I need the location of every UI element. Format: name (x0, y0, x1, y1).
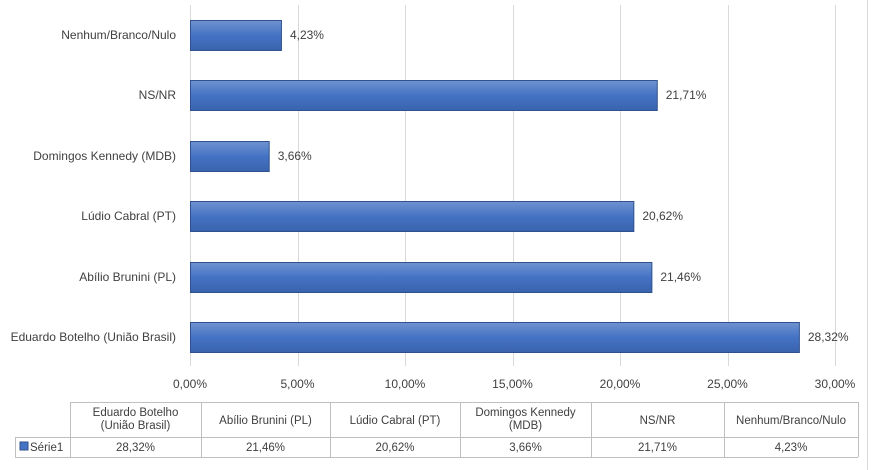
category-label: Eduardo Botelho (União Brasil) (11, 330, 176, 344)
table-column-header: Eduardo Botelho (União Brasil) (93, 407, 179, 432)
x-axis-tick-labels: 0,00% 5,00% 10,00% 15,00% 20,00% 25,00% 30,00% (173, 377, 856, 391)
bars: 28,32% 21,46% 20,62% 3,66% 21,71% 4,23% (190, 20, 849, 353)
table-column-header: Nenhum/Branco/Nulo (736, 415, 846, 427)
category-labels: Eduardo Botelho (União Brasil) Abílio Bru… (11, 28, 177, 344)
bar (190, 262, 653, 293)
bar-data-label: 4,23% (290, 28, 324, 42)
legend-key (19, 441, 29, 451)
data-table: Eduardo Botelho (União Brasil) 28,32% Abíli… (15, 402, 859, 458)
bar (190, 322, 800, 353)
table-row-label: Série1 (30, 442, 63, 454)
table-column-header: Domingos Kennedy (MDB) (475, 407, 576, 432)
bar (190, 141, 270, 172)
category-label: Domingos Kennedy (MDB) (33, 149, 176, 163)
x-tick-label: 0,00% (173, 377, 207, 391)
table-cell-value: 21,71% (638, 442, 677, 454)
bar (190, 80, 658, 111)
x-tick-label: 10,00% (385, 377, 426, 391)
table-cell-value: 28,32% (116, 442, 155, 454)
table-cell-value: 4,23% (775, 442, 808, 454)
bar-data-label: 21,71% (666, 88, 707, 102)
gridlines (190, 5, 836, 366)
category-label: Abílio Brunini (PL) (79, 270, 176, 284)
category-label: Lúdio Cabral (PT) (81, 209, 176, 223)
table-column-header: Abílio Brunini (PL) (219, 415, 312, 427)
bar (190, 201, 635, 232)
category-label: Nenhum/Branco/Nulo (61, 28, 176, 42)
table-column-header: Lúdio Cabral (PT) (350, 415, 441, 427)
x-tick-label: 20,00% (600, 377, 641, 391)
x-tick-label: 15,00% (492, 377, 533, 391)
category-label: NS/NR (139, 88, 177, 102)
table-cell-value: 20,62% (375, 442, 414, 454)
table-column-header: NS/NR (640, 415, 676, 427)
x-tick-label: 25,00% (707, 377, 748, 391)
x-tick-label: 5,00% (280, 377, 314, 391)
bar-data-label: 21,46% (660, 270, 701, 284)
bar-data-label: 20,62% (642, 209, 683, 223)
table-cell-value: 3,66% (509, 442, 542, 454)
bar-data-label: 3,66% (278, 149, 312, 163)
table-cell-value: 21,46% (246, 442, 285, 454)
bar-data-label: 28,32% (808, 330, 849, 344)
bar (190, 20, 282, 51)
x-tick-label: 30,00% (815, 377, 856, 391)
